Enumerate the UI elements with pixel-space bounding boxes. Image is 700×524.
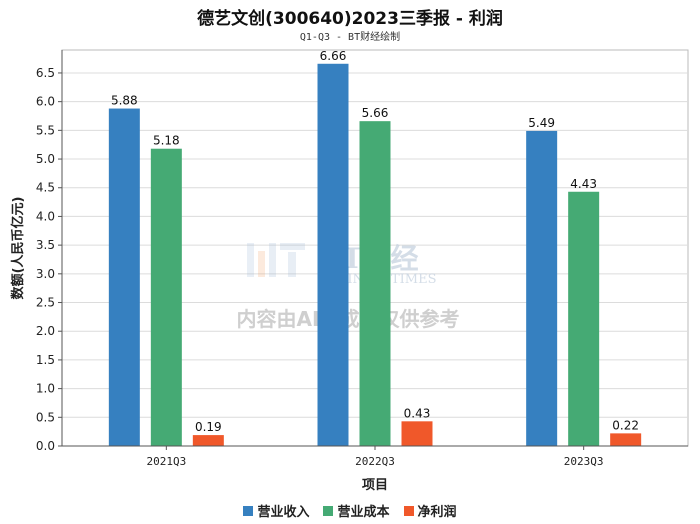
bar	[359, 121, 391, 446]
bar	[610, 433, 642, 446]
x-tick-label: 2022Q3	[355, 455, 395, 468]
y-tick-label: 1.5	[36, 353, 55, 367]
bar-value-label: 5.18	[153, 134, 180, 148]
legend: 营业收入 营业成本 净利润	[0, 501, 700, 520]
legend-swatch	[243, 505, 254, 516]
bar	[317, 63, 349, 446]
y-tick-label: 2.5	[36, 296, 55, 310]
y-tick-label: 3.0	[36, 267, 55, 281]
chart-title: 德艺文创(300640)2023三季报 - 利润	[197, 9, 503, 29]
y-tick-label: 5.5	[36, 123, 55, 137]
y-tick-label: 2.0	[36, 324, 55, 338]
bar-value-label: 6.66	[320, 49, 347, 63]
bar	[401, 421, 433, 446]
y-tick-label: 4.0	[36, 209, 55, 223]
x-tick-label: 2023Q3	[564, 455, 604, 468]
legend-item: 净利润	[403, 501, 457, 520]
bar-value-label: 0.22	[612, 418, 639, 432]
y-tick-label: 3.5	[36, 238, 55, 252]
y-tick-label: 4.5	[36, 181, 55, 195]
bar-value-label: 5.88	[111, 94, 138, 108]
bar-value-label: 0.43	[404, 406, 431, 420]
x-axis-title: 项目	[362, 478, 388, 493]
legend-label: 营业收入	[257, 505, 310, 520]
legend-item: 营业收入	[243, 501, 309, 520]
bar	[150, 148, 182, 446]
bars-layer: 5.88 5.18 0.19 6.66 5.66 0.43 5.49 4.43 0.22	[108, 49, 642, 447]
y-tick-label: 0.0	[36, 439, 55, 453]
y-axis-title: 数额(人民币亿元)	[10, 197, 26, 300]
y-tick-label: 6.0	[36, 95, 55, 109]
legend-label: 净利润	[417, 505, 457, 520]
y-tick-label: 6.5	[36, 66, 55, 80]
axes-layer: 0.0 0.5 1.0 1.5 2.0 2.5 3.0 3.5 4.0 4.5 5.0 5.5 6.0 6…	[10, 50, 688, 493]
y-tick-label: 1.0	[36, 382, 55, 396]
legend-label: 营业成本	[337, 505, 390, 520]
bar	[192, 435, 224, 446]
x-tick-label: 2021Q3	[146, 455, 186, 468]
y-tick-label: 5.0	[36, 152, 55, 166]
chart-subtitle: Q1-Q3 - BT财经绘制	[299, 32, 401, 43]
legend-swatch	[403, 505, 414, 516]
bar	[568, 191, 600, 446]
legend-item: 营业成本	[323, 501, 390, 520]
bar-value-label: 5.66	[362, 106, 389, 120]
y-tick-label: 0.5	[36, 410, 55, 424]
watermark-logo-icon	[247, 243, 305, 277]
legend-swatch	[323, 505, 334, 516]
bar	[526, 130, 558, 446]
bar-value-label: 4.43	[570, 177, 597, 191]
bar	[108, 108, 140, 447]
bar-value-label: 0.19	[195, 420, 222, 434]
bar-value-label: 5.49	[528, 116, 555, 130]
